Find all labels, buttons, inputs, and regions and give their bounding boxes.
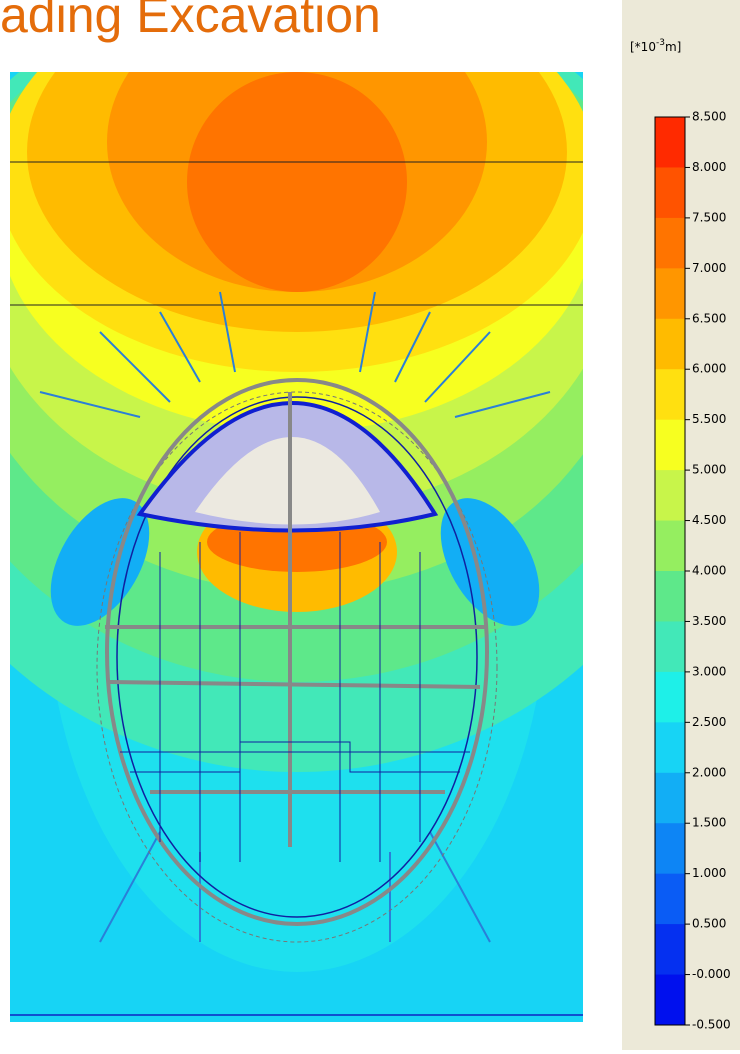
unit-prefix: [*10 xyxy=(630,40,656,54)
color-band xyxy=(655,773,685,824)
color-band xyxy=(655,167,685,218)
color-band xyxy=(655,874,685,925)
color-band xyxy=(655,975,685,1026)
unit: [*10-3m] xyxy=(630,38,681,54)
color-band xyxy=(655,218,685,269)
color-band xyxy=(655,571,685,622)
legend-label: 0.500 xyxy=(692,917,726,931)
legend-label: -0.500 xyxy=(692,1018,731,1032)
color-band xyxy=(655,117,685,168)
legend-label: 6.500 xyxy=(692,311,726,325)
color-band xyxy=(655,823,685,874)
legend-label: 2.500 xyxy=(692,715,726,729)
legend-label: 3.500 xyxy=(692,614,726,628)
legend-label: 5.000 xyxy=(692,463,726,477)
color-band xyxy=(655,672,685,723)
unit-suffix: m] xyxy=(665,40,681,54)
color-band xyxy=(655,369,685,420)
legend-label: 7.500 xyxy=(692,210,726,224)
legend-label: 2.000 xyxy=(692,765,726,779)
title: ading Excavation xyxy=(0,0,381,44)
color-band xyxy=(655,621,685,672)
color-band xyxy=(655,268,685,319)
legend-label: 1.500 xyxy=(692,816,726,830)
color-band xyxy=(655,722,685,773)
color-band xyxy=(655,470,685,521)
legend-label: 4.500 xyxy=(692,513,726,527)
legend-panel: [*10-3m] 8.500 8.000 7.500 7.000 6.500 6.000 5… xyxy=(622,0,740,1050)
legend-label: 6.000 xyxy=(692,362,726,376)
legend-label: 1.000 xyxy=(692,866,726,880)
legend: [*10-3m] 8.500 8.000 7.500 7.000 6.500 6.000 5… xyxy=(622,0,740,1050)
legend-label: 4.000 xyxy=(692,564,726,578)
legend-label: 3.000 xyxy=(692,664,726,678)
legend-label: 8.500 xyxy=(692,110,726,124)
legend-label: 7.000 xyxy=(692,261,726,275)
contour-plot xyxy=(10,72,583,1022)
color-band xyxy=(655,924,685,975)
legend-label: 5.500 xyxy=(692,412,726,426)
unit-exponent: -3 xyxy=(656,38,665,48)
legend-label: -0.000 xyxy=(692,967,731,981)
page: ading Excavation [*10-3m] 8.500 8.000 7.50… xyxy=(0,0,740,1050)
color-band xyxy=(655,521,685,572)
color-band xyxy=(655,420,685,471)
legend-label: 8.000 xyxy=(692,160,726,174)
color-band xyxy=(655,319,685,370)
